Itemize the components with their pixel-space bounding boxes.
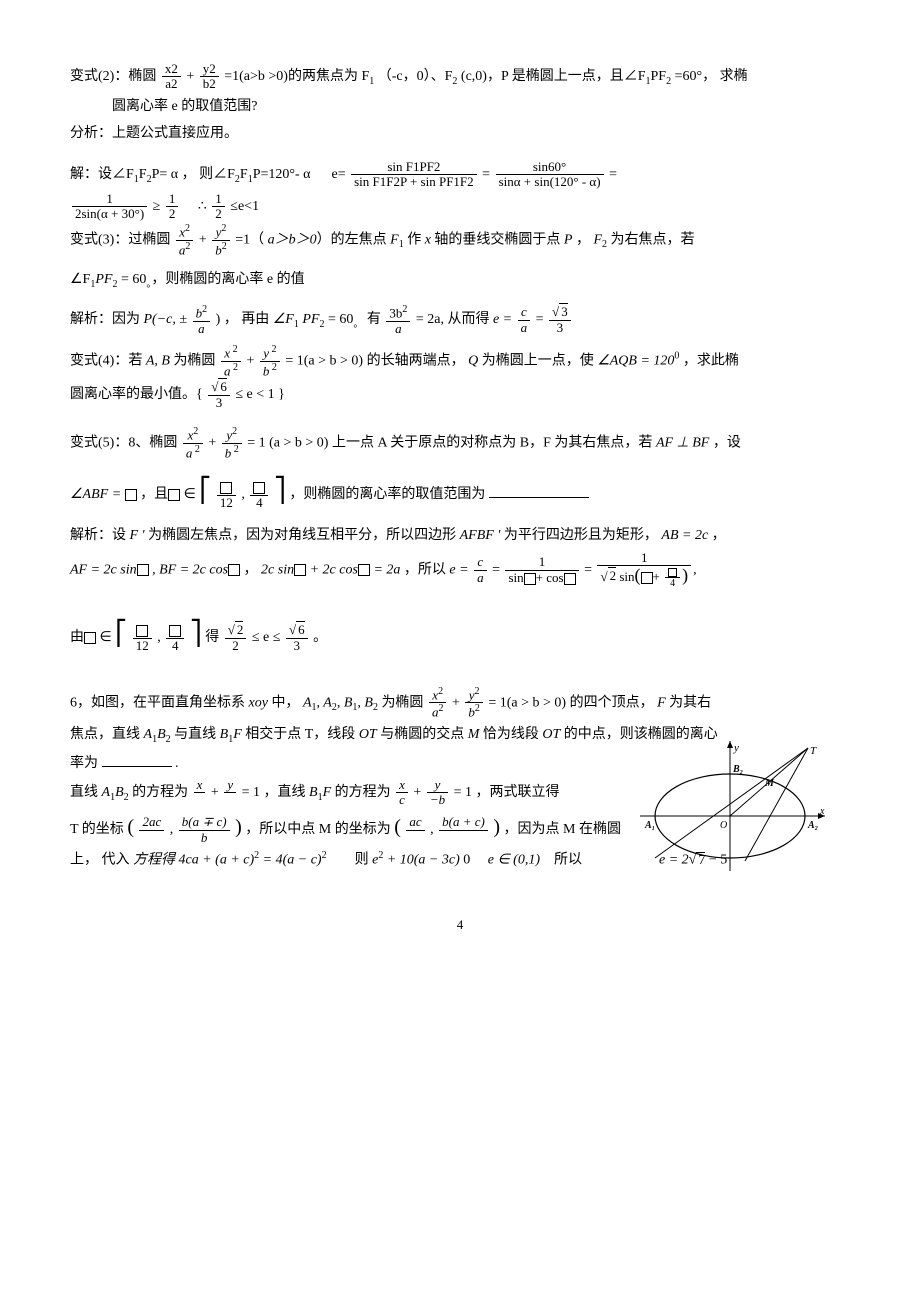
frac-pi12: 12 [217,480,236,510]
frac-sqrt22: √2 2 [225,623,247,653]
frac-pi4b: 4 [166,623,184,653]
frac-3b2a: 3b2 a [386,304,410,336]
frac-2sin: 1 2sin(α + 30°) [72,192,147,222]
frac-x2a2: x2 a2 [162,62,181,92]
frac-yb: y [224,778,236,808]
frac-y2b2-v3: y2 b2 [212,223,230,257]
frac-1sincos: 1 sin+ cos [505,555,578,585]
frac-my: b(a + c) [439,815,488,845]
box-icon [358,564,370,576]
frac-x2a2-v3: x2 a2 [176,223,194,257]
blank-fill [102,766,172,767]
frac-sqrt33: √3 3 [549,305,571,335]
y-axis-label: y [733,742,739,754]
ellipse-diagram: y T B₂ M O A₁ A₂ x [630,736,830,876]
variant2-line1: 变式(2)：椭圆 x2 a2 + y2 b2 =1(a>b >0)的两焦点为 F… [70,62,850,92]
solution-line2: 1 2sin(α + 30°) ≥ 1 2 ∴ 1 2 ≤e<1 [70,192,850,222]
box-icon [125,489,137,501]
frac-half2: 1 2 [212,192,225,222]
frac-x2a2-v4: x 2 a 2 [221,344,241,378]
o-label: O [720,820,727,831]
frac-mx: ac [406,815,424,845]
a2-label: A₂ [807,820,818,831]
m-label: M [764,778,775,789]
frac-ty: b(a ∓ c) b [179,815,230,845]
t-label: T [810,745,817,757]
variant2-label: 变式(2)：椭圆 [70,69,156,84]
frac-half: 1 2 [166,192,179,222]
frac-xc: x c [396,778,408,808]
frac-pi4: 4 [250,480,268,510]
analysis-line: 分析：上题公式直接应用。 [70,121,850,146]
variant5-sol-line2: AF = 2c sin , BF = 2c cos ， 2c sin + 2c … [70,551,850,590]
frac-tx: 2ac [139,815,164,845]
frac-pi12b: 12 [133,623,152,653]
frac-sin60: sin60° sinα + sin(120° - α) [496,160,604,190]
frac-xa: x [194,778,206,808]
problem6-with-diagram: y T B₂ M O A₁ A₂ x 率为 . 直线 A1B2 的方程为 x +… [70,751,850,874]
box-icon [220,482,232,494]
box-icon [137,564,149,576]
frac-ynegb: y −b [427,778,448,808]
frac-y2b2-p6: y2 b2 [465,686,483,720]
variant2-line2: 圆离心率 e 的取值范围? [70,94,850,119]
variant3-line: 变式(3)：过椭圆 x2 a2 + y2 b2 =1（ a＞b＞0）的左焦点 F… [70,223,850,257]
variant5-line: 变式(5)：8、椭圆 x2 a 2 + y2 b 2 = 1 (a > b > … [70,426,850,460]
page-number: 4 [70,913,850,936]
box-icon [228,564,240,576]
frac-sqrt63b: √6 3 [286,623,308,653]
box-icon [168,489,180,501]
box-icon [668,568,677,577]
x-axis-label: x [819,806,825,817]
box-icon [169,625,181,637]
box-icon [294,564,306,576]
variant3-sol-line: 解析：因为 P(−c, ± b2 a ) ， 再由 ∠F1 PF2 = 60。 … [70,304,850,336]
blank-fill [489,497,589,498]
frac-ca: c a [518,305,531,335]
frac-b2a: b2 a [193,304,211,336]
frac-x2a2-v5: x2 a 2 [183,426,203,460]
frac-1sqrt2sin: 1 √2 sin(+ 4) [597,551,691,590]
b2-label: B₂ [732,764,743,775]
frac-ca-v5: c a [474,555,487,585]
frac-y2b2-v5: y2 b 2 [222,426,242,460]
variant4-line2: 圆离心率的最小值。{ √6 3 ≤ e < 1 } [70,380,850,410]
box-icon [564,573,576,585]
frac-y2b2-v4: y 2 b 2 [260,344,280,378]
box-icon [136,625,148,637]
solution-line: 解：设∠F1F2P= α ， 则∠F2F1P=120°- α e= sin F1… [70,160,850,190]
variant5-sol-line1: 解析：设 F ′ 为椭圆左焦点，因为对角线互相平分，所以四边形 AFBF ′ 为… [70,523,850,548]
frac-y2b2: y2 b2 [200,62,219,92]
variant4-line: 变式(4)：若 A, B 为椭圆 x 2 a 2 + y 2 b 2 = 1(a… [70,344,850,378]
box-icon [84,632,96,644]
box-icon [524,573,536,585]
a1-label: A₁ [644,820,655,831]
problem6-line1: 6，如图，在平面直角坐标系 xoy 中， A1, A2, B1, B2 为椭圆 … [70,686,850,720]
frac-sqrt63: √6 3 [208,380,230,410]
variant5-line2: ∠ABF = ，且 ∈ ⎡ 12 , 4 ⎤ ，则椭圆的离心率的取值范围为 [70,470,850,513]
box-icon [253,482,265,494]
box-icon [641,572,653,584]
frac-sin: sin F1PF2 sin F1F2P + sin PF1F2 [351,160,477,190]
frac-x2a2-p6: x2 a2 [429,686,447,720]
variant5-sol-line3: 由 ∈ ⎡ 12 , 4 ⎤ 得 √2 2 ≤ e ≤ √6 3 。 [70,613,850,656]
variant3-line2: ∠F1PF2 = 60。，则椭圆的离心率 e 的值 [70,267,850,294]
